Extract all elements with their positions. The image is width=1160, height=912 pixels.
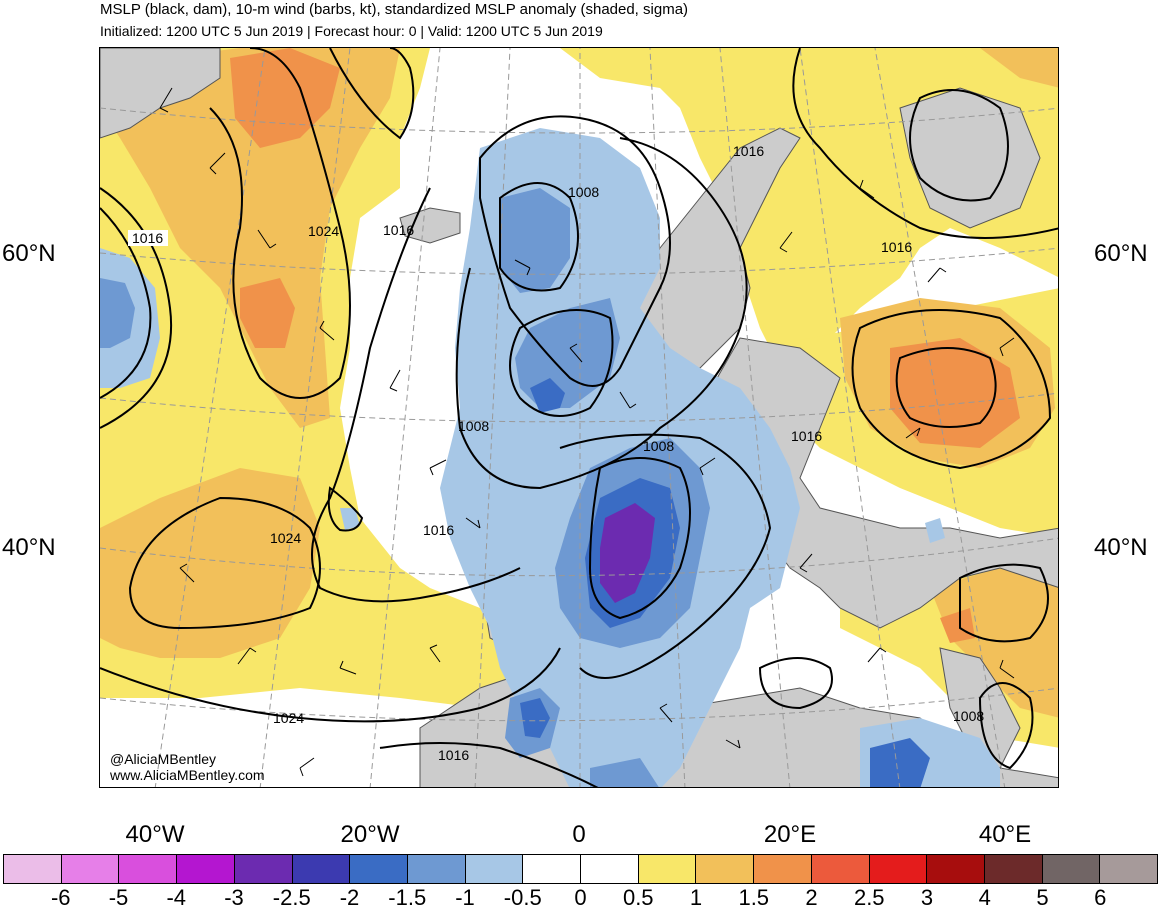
colorbar <box>3 854 1158 884</box>
isobars <box>100 48 1058 787</box>
wind-barbs <box>159 87 1015 777</box>
isobar-label-1024-n: 1024 <box>308 223 339 239</box>
lon-label-0: 0 <box>572 821 586 848</box>
isobar-label-1016-morocco: 1016 <box>438 747 469 763</box>
anomaly-negative-extreme <box>600 503 655 603</box>
colorbar-tick-label: 1.5 <box>738 885 770 910</box>
colorbar-swatch <box>1100 855 1158 883</box>
isobar-label-1016-finland: 1016 <box>881 239 912 255</box>
colorbar-tick-label: 2 <box>805 885 818 910</box>
isobar-label-1024-south: 1024 <box>273 710 304 726</box>
colorbar-swatch <box>581 855 639 883</box>
colorbar-tick-label: 1 <box>689 885 703 910</box>
lat-label-60n-right: 60°N <box>1094 240 1148 267</box>
isobar-label-1024-azores: 1024 <box>270 530 301 546</box>
colorbar-tick-label: 0.5 <box>622 885 654 910</box>
lat-label-60n-left: 60°N <box>2 240 56 267</box>
colorbar-tick-label: -5 <box>108 885 129 910</box>
isobar-label-1016-norway: 1016 <box>733 143 764 159</box>
colorbar-tick-label: -4 <box>166 885 187 910</box>
chart-subtitle: Initialized: 1200 UTC 5 Jun 2019 | Forec… <box>100 23 603 39</box>
colorbar-tick-label: -2.5 <box>272 885 311 910</box>
lat-label-40n-left: 40°N <box>2 534 56 561</box>
colorbar-swatch <box>407 855 466 883</box>
colorbar-tick-label: 3 <box>920 885 934 910</box>
isobar-label-1016-iceland: 1016 <box>383 222 414 238</box>
credit-website: www.AliciaMBentley.com <box>110 767 265 783</box>
lon-label-40e: 40°E <box>978 821 1032 848</box>
isobar-label-1008-mideast: 1008 <box>953 708 984 724</box>
isobar-labels: 1016 1024 1016 1008 1016 1016 1008 1008 … <box>128 143 984 763</box>
colorbar-swatch <box>234 855 293 883</box>
colorbar-tick-label: -1.5 <box>388 885 427 910</box>
colorbar-swatch <box>811 855 870 883</box>
colorbar-swatch <box>754 855 812 883</box>
colorbar-tick-label: -6 <box>50 885 71 910</box>
colorbar-swatch <box>927 855 985 883</box>
colorbar-swatch <box>638 855 697 883</box>
colorbar-tick-label: 5 <box>1036 885 1049 910</box>
colorbar-swatch <box>523 855 582 883</box>
colorbar-swatch <box>119 855 178 883</box>
colorbar-tick-label: -2 <box>339 885 360 910</box>
lat-label-40n-right: 40°N <box>1094 534 1148 561</box>
colorbar-tick-label: 6 <box>1094 885 1107 910</box>
isobar-label-1016-mid: 1016 <box>423 522 454 538</box>
colorbar-swatch <box>4 855 62 883</box>
colorbar-swatch <box>350 855 408 883</box>
colorbar-swatch <box>1042 855 1101 883</box>
colorbar-tick-label: -1 <box>455 885 475 910</box>
colorbar-swatch <box>984 855 1043 883</box>
colorbar-swatch <box>292 855 351 883</box>
isobar-label-1008-alps: 1008 <box>643 438 674 454</box>
colorbar-tick-label: -3 <box>224 885 244 910</box>
colorbar-swatch <box>465 855 524 883</box>
colorbar-tick-label: -0.5 <box>503 885 542 910</box>
isobar-label-1008-uk: 1008 <box>458 418 489 434</box>
colorbar-swatch <box>177 855 235 883</box>
isobar-label-1016-balkans: 1016 <box>791 428 822 444</box>
colorbar-swatch <box>61 855 120 883</box>
colorbar-tick-label: 0 <box>574 885 587 910</box>
anomaly-positive-strong <box>230 48 1020 643</box>
colorbar-tick-label: 4 <box>978 885 991 910</box>
map-svg: 1016 1024 1016 1008 1016 1016 1008 1008 … <box>100 48 1058 787</box>
colorbar-swatch <box>869 855 928 883</box>
credit-handle: @AliciaMBentley <box>110 751 217 767</box>
isobar-label-1008-north: 1008 <box>568 184 599 200</box>
colorbar-tick-label: 2.5 <box>853 885 885 910</box>
isobar-label-1016-nw: 1016 <box>132 230 163 246</box>
lon-label-20w: 20°W <box>340 821 400 848</box>
lon-label-20e: 20°E <box>763 821 817 848</box>
lon-label-40w: 40°W <box>125 821 185 848</box>
map-panel: 1016 1024 1016 1008 1016 1016 1008 1008 … <box>99 47 1059 788</box>
chart-title: MSLP (black, dam), 10-m wind (barbs, kt)… <box>100 1 689 18</box>
colorbar-swatch <box>696 855 755 883</box>
